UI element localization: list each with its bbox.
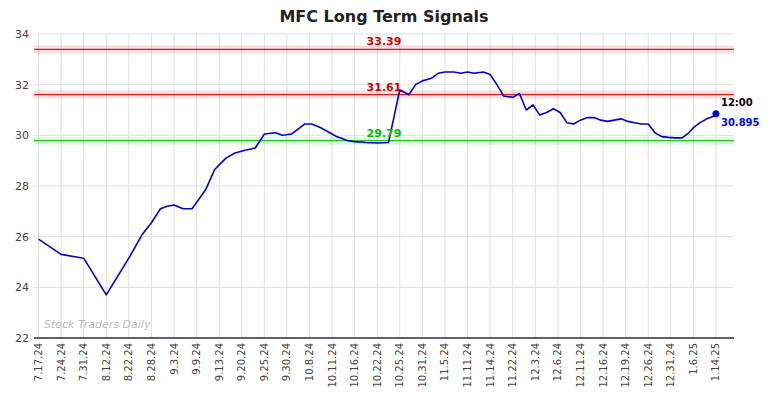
x-tick-label: 12.16.24 xyxy=(598,343,609,388)
title: MFC Long Term Signals xyxy=(279,7,488,26)
x-tick-label: 9.20.24 xyxy=(236,343,247,381)
last-point xyxy=(712,110,719,117)
x-tick-label: 9.30.24 xyxy=(281,343,292,381)
x-tick-label: 8.28.24 xyxy=(146,343,157,381)
x-tick-label: 9.3.24 xyxy=(169,343,180,375)
x-grid-line xyxy=(512,34,513,338)
x-tick-label: 11.5.24 xyxy=(439,343,450,381)
x-grid-line xyxy=(151,34,152,338)
grid xyxy=(34,34,734,338)
x-grid-line xyxy=(535,34,536,338)
x-grid-line xyxy=(174,34,175,338)
x-tick-label: 9.9.24 xyxy=(191,343,202,375)
plot-area xyxy=(34,45,734,294)
x-tick-label: 8.22.24 xyxy=(123,343,134,381)
y-tick-label: 24 xyxy=(15,281,29,294)
x-axis-line xyxy=(34,337,734,339)
x-grid-line xyxy=(83,34,84,338)
x-tick-label: 12.26.24 xyxy=(643,343,654,388)
reference-label: 29.79 xyxy=(367,127,402,140)
x-grid-line xyxy=(61,34,62,338)
reference-line xyxy=(34,140,734,141)
x-grid-line xyxy=(354,34,355,338)
x-grid-line xyxy=(670,34,671,338)
reference-label: 31.61 xyxy=(367,81,402,94)
x-tick-label: 7.31.24 xyxy=(78,343,89,381)
x-grid-line xyxy=(422,34,423,338)
x-tick-label: 11.14.24 xyxy=(485,343,496,388)
x-tick-label: 7.24.24 xyxy=(56,343,67,381)
x-tick-label: 12.11.24 xyxy=(575,343,586,388)
x-tick-label: 10.25.24 xyxy=(394,343,405,388)
x-grid-line xyxy=(603,34,604,338)
x-tick-label: 7.17.24 xyxy=(33,343,44,381)
y-grid-line xyxy=(34,236,734,237)
y-grid-line xyxy=(34,186,734,187)
x-tick-label: 9.25.24 xyxy=(259,343,270,381)
x-tick-label: 9.13.24 xyxy=(214,343,225,381)
y-tick-label: 34 xyxy=(15,28,29,41)
x-grid-line xyxy=(693,34,694,338)
x-tick-label: 11.11.24 xyxy=(462,343,473,388)
x-tick-label: 10.16.24 xyxy=(349,343,360,388)
x-grid-line xyxy=(490,34,491,338)
x-grid-line xyxy=(625,34,626,338)
annotation: 30.895 xyxy=(721,117,760,128)
x-grid-line xyxy=(580,34,581,338)
x-tick-label: 10.22.24 xyxy=(372,343,383,388)
y-tick-label: 22 xyxy=(15,332,29,345)
reference-line xyxy=(34,49,734,50)
reference-line xyxy=(34,94,734,95)
x-tick-label: 10.11.24 xyxy=(327,343,338,388)
y-tick-label: 28 xyxy=(15,180,29,193)
x-tick-label: 12.19.24 xyxy=(620,343,631,388)
x-grid-line xyxy=(286,34,287,338)
annotation: 12:00 xyxy=(721,97,753,108)
watermark: Stock Traders Daily xyxy=(44,318,151,331)
x-grid-line xyxy=(128,34,129,338)
x-grid-line xyxy=(467,34,468,338)
x-grid-line xyxy=(38,34,39,338)
x-grid-line xyxy=(241,34,242,338)
price-line xyxy=(39,72,716,295)
x-tick-label: 12.6.24 xyxy=(552,343,563,381)
y-grid-line xyxy=(34,338,734,339)
x-tick-label: 11.22.24 xyxy=(507,343,518,388)
x-grid-line xyxy=(648,34,649,338)
x-grid-line xyxy=(332,34,333,338)
x-grid-line xyxy=(309,34,310,338)
x-grid-line xyxy=(264,34,265,338)
x-tick-label: 12.31.24 xyxy=(665,343,676,388)
y-tick-label: 26 xyxy=(15,231,29,244)
x-tick-label: 1.6.25 xyxy=(688,343,699,375)
x-tick-label: 10.31.24 xyxy=(417,343,428,388)
x-tick-label: 8.12.24 xyxy=(101,343,112,381)
x-grid-line xyxy=(106,34,107,338)
x-grid-line xyxy=(557,34,558,338)
x-grid-line xyxy=(715,34,716,338)
y-grid-line xyxy=(34,287,734,288)
x-tick-label: 12.3.24 xyxy=(530,343,541,381)
reference-label: 33.39 xyxy=(367,35,402,48)
x-grid-line xyxy=(196,34,197,338)
x-grid-line xyxy=(219,34,220,338)
x-grid-line xyxy=(444,34,445,338)
y-tick-label: 30 xyxy=(15,129,29,142)
y-grid-line xyxy=(34,34,734,35)
y-tick-label: 32 xyxy=(15,79,29,92)
x-tick-label: 1.14.25 xyxy=(710,343,721,381)
chart: MFC Long Term Signals 22 24 26 28 30 32 34 7.17.… xyxy=(0,0,784,398)
x-tick-label: 10.8.24 xyxy=(304,343,315,381)
